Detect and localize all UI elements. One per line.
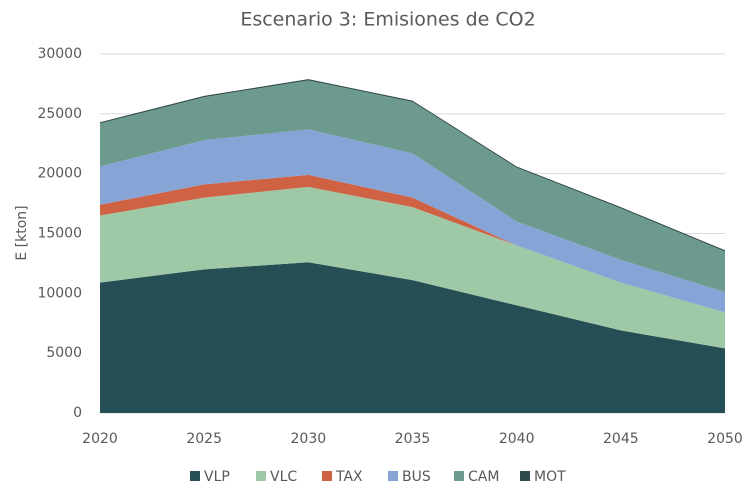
x-tick-label: 2025 (186, 431, 222, 447)
legend-label: BUS (402, 469, 431, 485)
x-tick-label: 2040 (499, 431, 535, 447)
legend-swatch (256, 471, 266, 481)
y-axis-label: E [kton] (14, 205, 30, 260)
x-tick-label: 2035 (395, 431, 431, 447)
legend-swatch (322, 471, 332, 481)
area (100, 129, 725, 313)
area (100, 80, 725, 293)
legend-label: CAM (468, 469, 499, 485)
legend-label: VLP (204, 469, 230, 485)
y-tick-label: 30000 (37, 46, 82, 62)
y-tick-label: 0 (73, 405, 82, 421)
x-tick-label: 2030 (291, 431, 327, 447)
legend-swatch (190, 471, 200, 481)
y-tick-label: 25000 (37, 106, 82, 122)
chart-title: Escenario 3: Emisiones de CO2 (240, 9, 535, 31)
legend-swatch (454, 471, 464, 481)
area (100, 186, 725, 349)
legend-label: TAX (335, 469, 363, 485)
legend-label: VLC (270, 469, 297, 485)
legend-swatch (388, 471, 398, 481)
legend-swatch (520, 471, 530, 481)
y-tick-label: 10000 (37, 285, 82, 301)
x-tick-label: 2050 (707, 431, 743, 447)
x-tick-label: 2020 (82, 431, 118, 447)
x-tick-label: 2045 (603, 431, 639, 447)
legend-label: MOT (534, 469, 566, 485)
y-tick-label: 15000 (37, 226, 82, 242)
area (100, 262, 725, 413)
y-tick-label: 5000 (46, 345, 82, 361)
area (100, 174, 725, 313)
y-tick-label: 20000 (37, 166, 82, 182)
